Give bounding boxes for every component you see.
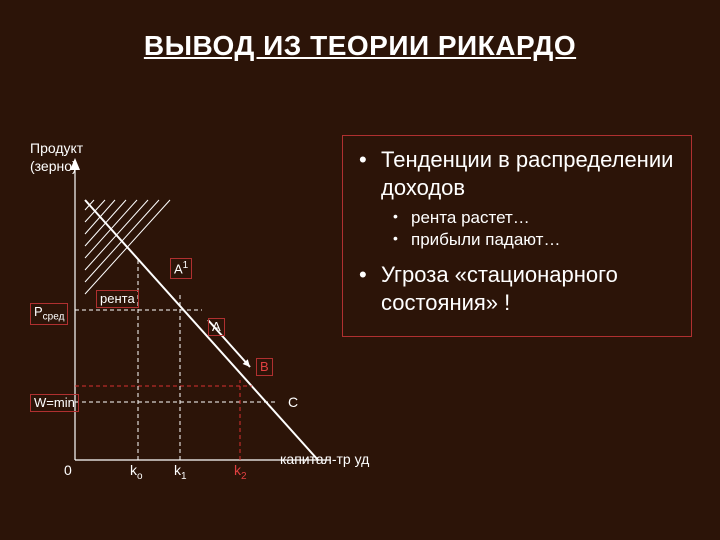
bullet-sub-2: прибыли падают… [355,229,679,251]
psred-label: Pсред [30,303,68,325]
bullet-main-2: Угроза «стационарного состояния» ! [355,261,679,316]
point-a-label: A [208,318,225,336]
x-axis-label: капитал-тр уд [280,452,360,467]
diagram-svg [30,140,350,500]
page-title: ВЫВОД ИЗ ТЕОРИИ РИКАРДО [0,0,720,62]
y-axis-label-2: (зерно) [30,158,77,174]
bullet-sub-1: рента растет… [355,207,679,229]
bullet-main-1: Тенденции в распределении доходов [355,146,679,201]
k2-label: k2 [234,462,247,482]
wmin-label: W=min [30,394,79,412]
origin-label: 0 [64,462,72,478]
point-b-label: B [256,358,273,376]
k1-label: k1 [174,462,187,482]
point-c-label: C [288,394,298,410]
y-axis-label-1: Продукт [30,140,83,156]
point-a1-label: A1 [170,258,192,279]
renta-label: рента [96,290,139,308]
ricardo-diagram: Продукт (зерно) капитал-тр уд 0 ko k1 k2… [30,140,350,500]
content-box: Тенденции в распределении доходов рента … [342,135,692,337]
k0-label: ko [130,462,143,482]
